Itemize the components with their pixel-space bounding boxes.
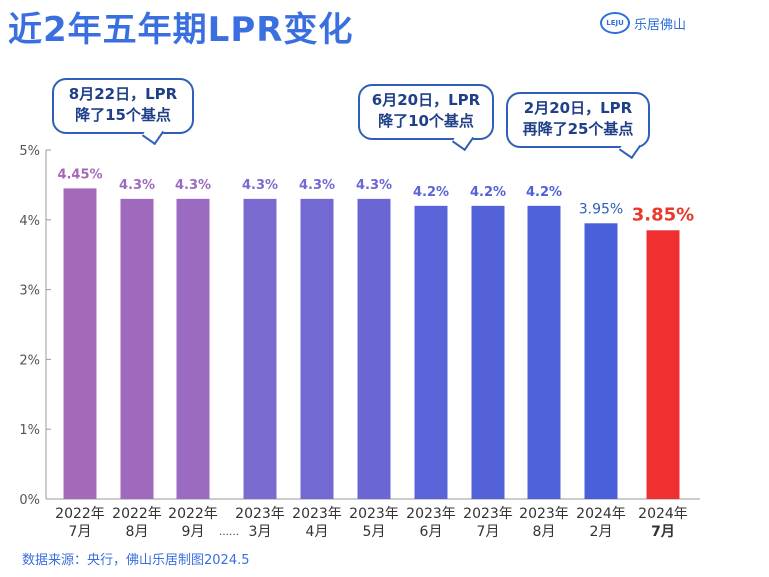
x-label-month: 9月: [182, 524, 205, 540]
bar: [357, 198, 391, 500]
annotation-2-line2: 降了10个基点: [378, 112, 474, 130]
value-label: 4.2%: [413, 185, 449, 200]
leju-logo-icon: LEJU: [600, 12, 630, 34]
data-source: 数据来源：央行，佛山乐居制图2024.5: [22, 553, 250, 568]
value-label: 3.95%: [579, 201, 623, 217]
y-tick-label: 2%: [19, 353, 40, 368]
bar: [176, 198, 210, 500]
bar: [646, 230, 680, 499]
x-label-year: 2024年: [638, 506, 688, 522]
x-label-month: 7月: [477, 524, 500, 540]
x-label-month: 2月: [590, 524, 613, 540]
bar: [584, 223, 618, 500]
value-label: 3.85%: [632, 204, 694, 225]
x-label-year: 2022年: [55, 506, 105, 522]
brand-name: 乐居佛山: [634, 17, 687, 33]
annotation-2-line1: 6月20日，LPR: [371, 91, 481, 109]
bar: [243, 198, 277, 500]
x-label-month: 7月: [69, 524, 92, 540]
x-label-year: 2024年: [576, 506, 626, 522]
bar: [120, 198, 154, 500]
y-tick-label: 0%: [19, 493, 40, 508]
value-label: 4.3%: [356, 178, 392, 193]
annotation-bubble-1: 8月22日，LPR 降了15个基点: [52, 78, 194, 134]
brand: LEJU 乐居佛山: [600, 12, 686, 34]
y-tick-label: 3%: [19, 284, 40, 299]
x-label-year: 2022年: [168, 506, 218, 522]
value-label: 4.3%: [175, 178, 211, 193]
annotation-1-line2: 降了15个基点: [75, 106, 171, 124]
bar: [414, 205, 448, 499]
bar: [300, 198, 334, 500]
annotation-3-line2: 再降了25个基点: [522, 120, 634, 138]
annotation-3-line1: 2月20日，LPR: [523, 99, 633, 117]
x-label-month: 6月: [420, 524, 443, 540]
y-tick-label: 4%: [19, 214, 40, 229]
bar: [63, 188, 97, 499]
x-label-year: 2023年: [292, 506, 342, 522]
x-label-year: 2023年: [406, 506, 456, 522]
annotation-bubble-2: 6月20日，LPR 降了10个基点: [358, 84, 494, 140]
value-label: 4.3%: [242, 178, 278, 193]
y-tick-label: 5%: [19, 144, 40, 159]
value-label: 4.3%: [119, 178, 155, 193]
x-label-year: 2023年: [519, 506, 569, 522]
bar: [527, 205, 561, 499]
x-label-month: 8月: [533, 524, 556, 540]
x-label-year: 2023年: [349, 506, 399, 522]
x-label-month: 5月: [363, 524, 386, 540]
bar: [471, 205, 505, 499]
x-label-month: 4月: [306, 524, 329, 540]
x-label-year: 2022年: [112, 506, 162, 522]
x-label-month: 3月: [249, 524, 272, 540]
x-label-month: 7月: [651, 524, 675, 540]
x-label-year: 2023年: [463, 506, 513, 522]
chart-title: 近2年五年期LPR变化: [8, 10, 354, 50]
value-label: 4.2%: [526, 185, 562, 200]
value-label: 4.3%: [299, 178, 335, 193]
x-label-year: 2023年: [235, 506, 285, 522]
annotation-bubble-3: 2月20日，LPR 再降了25个基点: [506, 92, 650, 148]
value-label: 4.45%: [57, 167, 102, 182]
y-tick-label: 1%: [19, 423, 40, 438]
value-label: 4.2%: [470, 185, 506, 200]
x-label-month: 8月: [126, 524, 149, 540]
x-gap-marker: ……: [219, 527, 239, 538]
annotation-1-line1: 8月22日，LPR: [68, 85, 178, 103]
